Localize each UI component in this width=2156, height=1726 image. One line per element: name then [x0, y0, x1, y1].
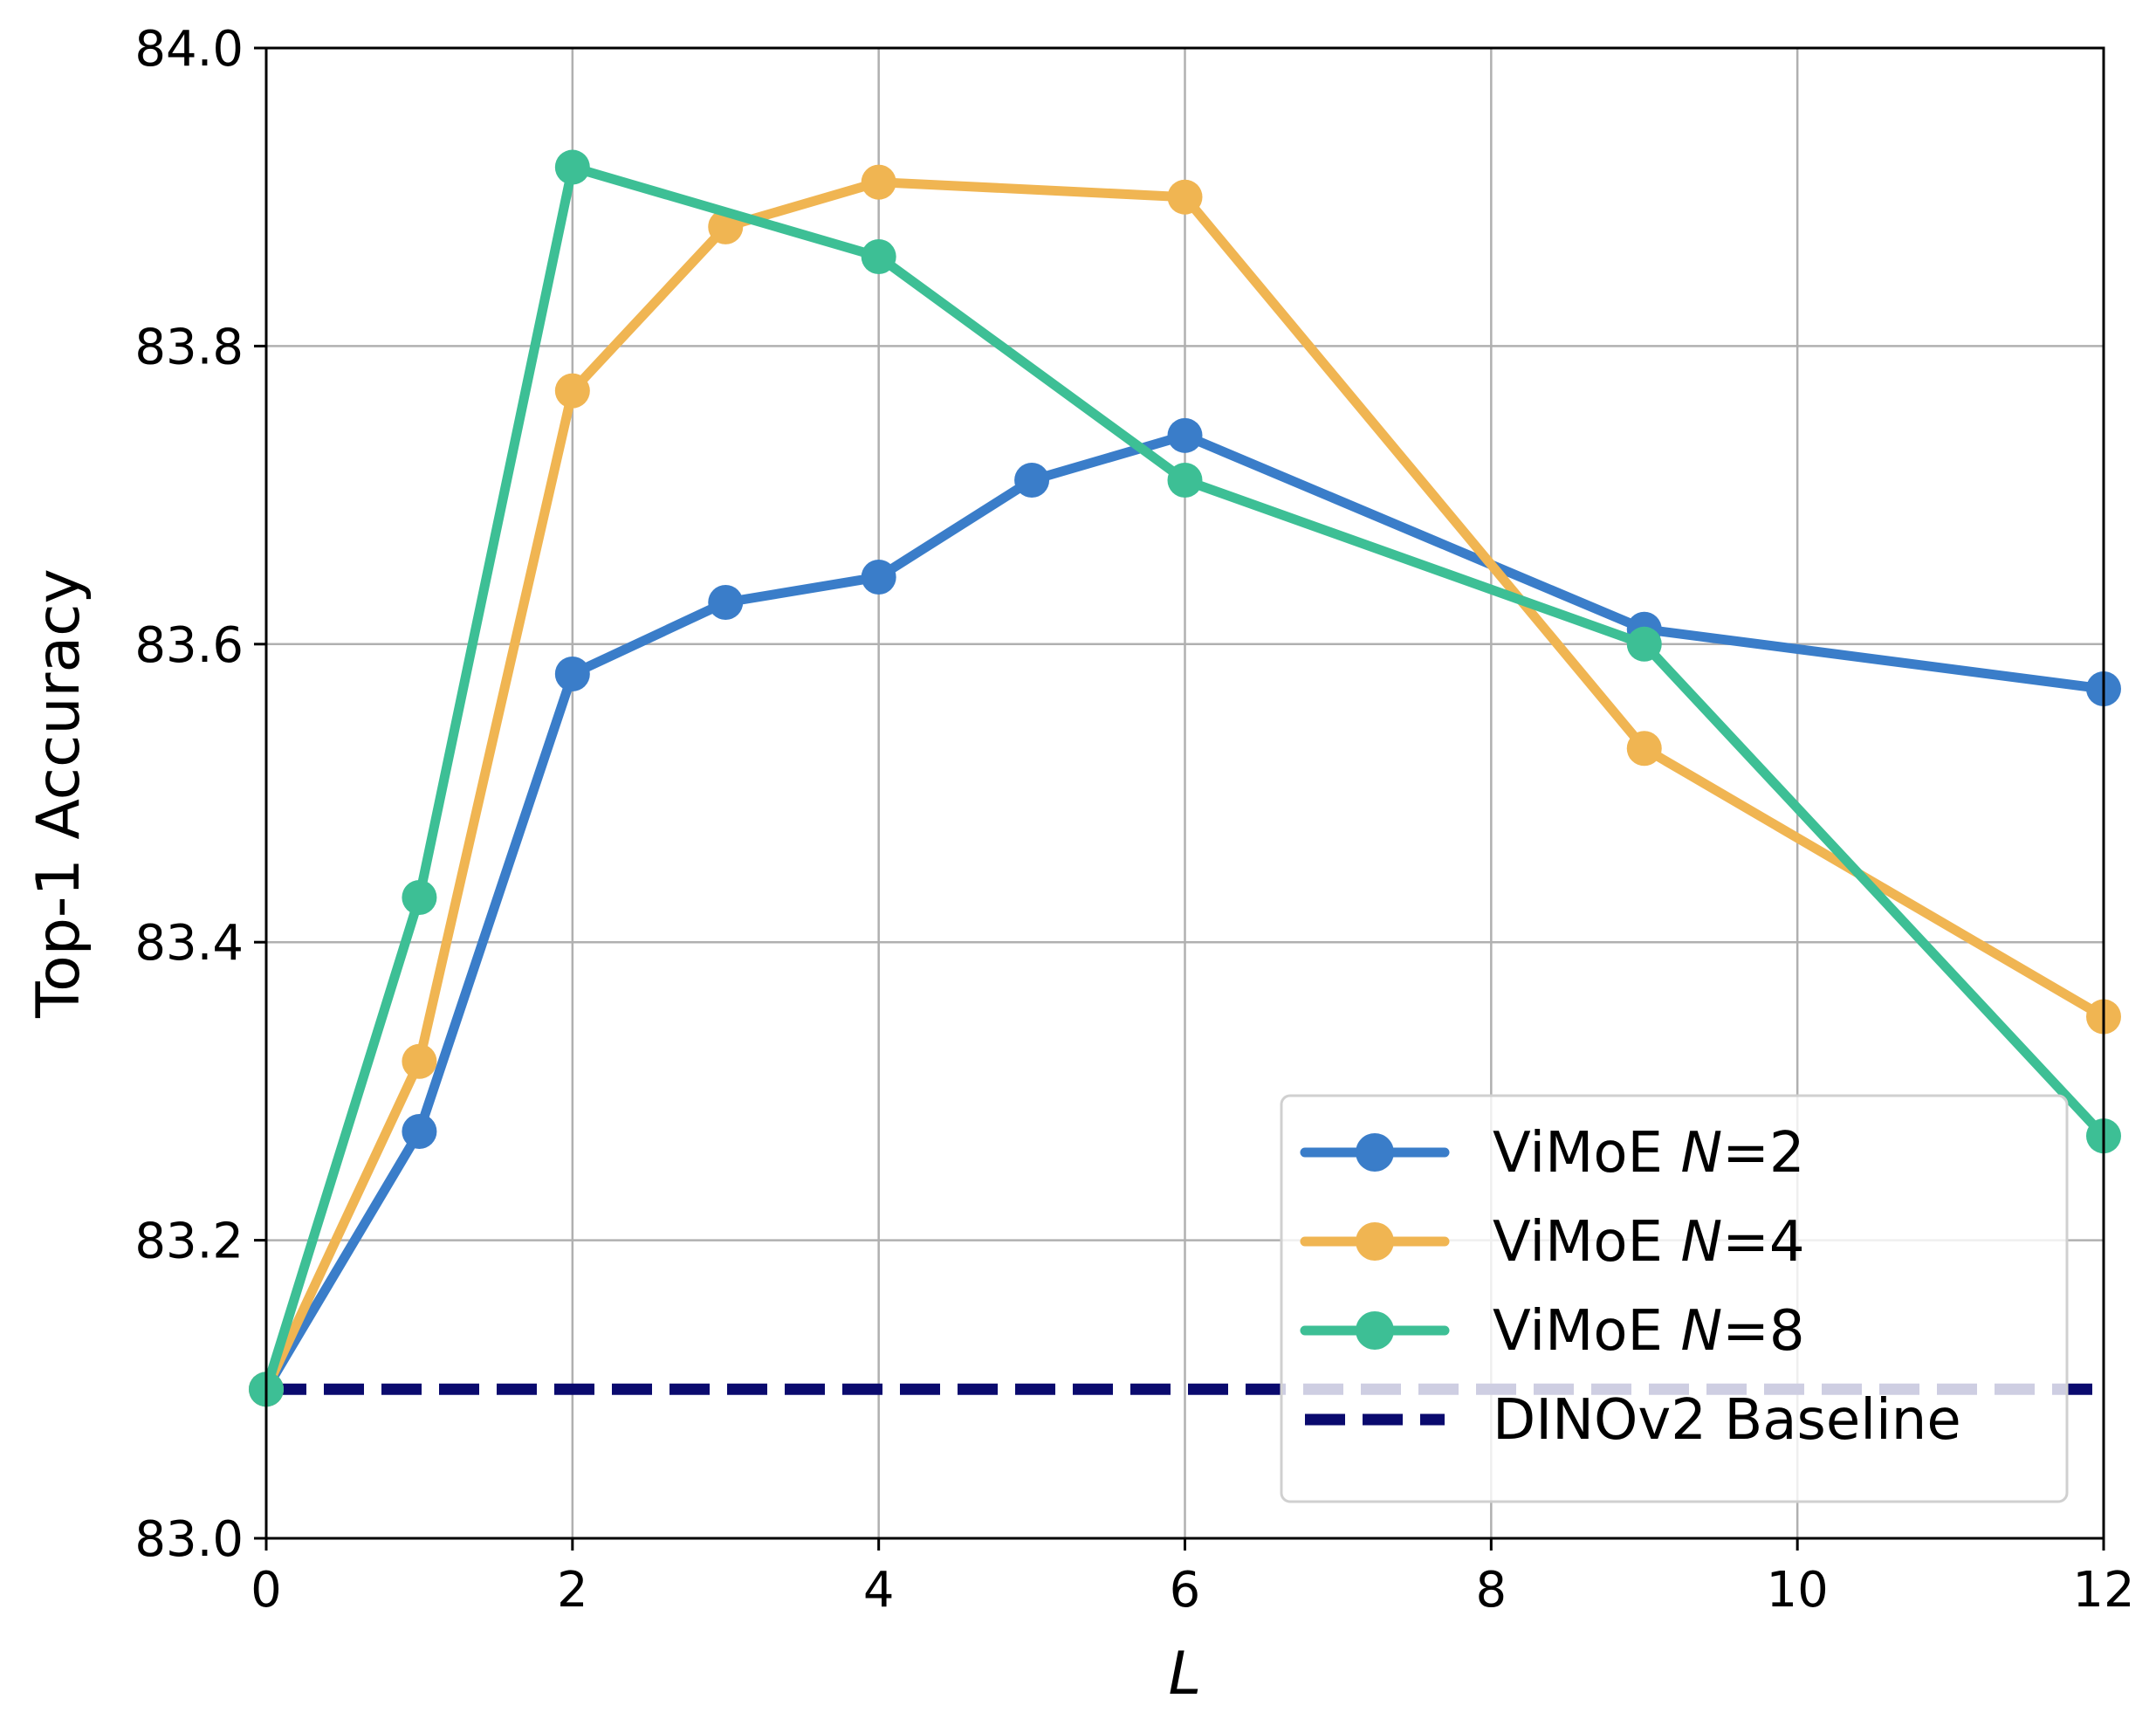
series-1-point-5 — [1167, 179, 1203, 215]
legend-box — [1280, 1094, 2069, 1503]
y-tick-label-0: 83.0 — [134, 1511, 244, 1568]
x-tick-label-3: 6 — [1170, 1562, 1201, 1619]
legend: ViMoE N=2 ViMoE N=4 ViMoE N=8 DINOv2 Baseli… — [1280, 1094, 2069, 1503]
y-tick-label-4: 83.8 — [134, 319, 244, 375]
series-1-line — [261, 177, 2109, 1394]
legend-label-baseline: DINOv2 Baseline — [1493, 1388, 1961, 1453]
legend-marker-0 — [1356, 1133, 1394, 1172]
series-1-point-4 — [861, 164, 896, 200]
x-tick-label-0: 0 — [251, 1562, 282, 1619]
series-2-point-4 — [1167, 463, 1203, 499]
series-1-point-1 — [402, 1043, 437, 1079]
x-axis-label: L — [1169, 1640, 1202, 1709]
x-axis-ticks: 0 2 4 6 8 10 12 — [251, 1538, 2135, 1619]
x-tick-label-2: 4 — [863, 1562, 895, 1619]
legend-label-2: ViMoE N=8 — [1493, 1299, 1805, 1364]
x-tick-label-1: 2 — [557, 1562, 588, 1619]
x-tick-label-4: 8 — [1476, 1562, 1507, 1619]
series-0-point-6 — [1167, 417, 1203, 453]
y-tick-label-1: 83.2 — [134, 1214, 244, 1270]
legend-label-0: ViMoE N=2 — [1493, 1121, 1805, 1186]
y-tick-label-3: 83.6 — [134, 617, 244, 674]
legend-marker-2 — [1356, 1311, 1394, 1350]
y-axis-label: Top-1 Accuracy — [24, 568, 93, 1019]
legend-label-1: ViMoE N=4 — [1493, 1210, 1805, 1275]
series-0-point-3 — [708, 585, 744, 621]
series-layer — [249, 149, 2121, 1407]
series-1-point-6 — [1626, 731, 1662, 767]
series-0-point-5 — [1014, 463, 1050, 499]
series-0-point-4 — [861, 559, 896, 595]
series-0-point-1 — [402, 1113, 437, 1149]
series-2-point-3 — [861, 238, 896, 274]
series-2-point-1 — [402, 879, 437, 915]
series-2-point-5 — [1626, 626, 1662, 662]
series-0-point-2 — [554, 656, 590, 691]
series-1-point-2 — [554, 373, 590, 409]
legend-marker-1 — [1356, 1222, 1394, 1261]
x-tick-label-6: 12 — [2072, 1562, 2134, 1619]
y-axis-ticks: 83.0 83.2 83.4 83.6 83.8 84.0 — [134, 21, 266, 1568]
x-tick-label-5: 10 — [1767, 1562, 1829, 1619]
y-tick-label-2: 83.4 — [134, 915, 244, 972]
series-2-point-2 — [554, 149, 590, 185]
y-tick-label-5: 84.0 — [134, 21, 244, 78]
